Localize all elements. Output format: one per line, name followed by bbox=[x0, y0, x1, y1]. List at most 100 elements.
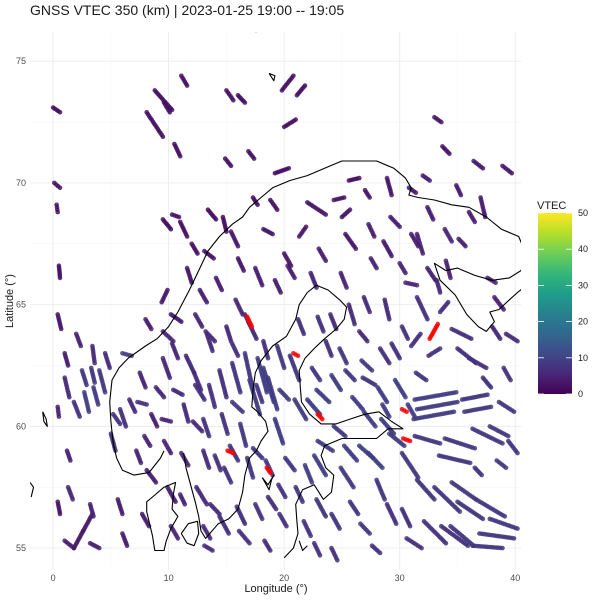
track-point bbox=[365, 338, 370, 344]
satellite-track bbox=[168, 523, 181, 541]
track-point bbox=[173, 499, 178, 505]
coastlines bbox=[30, 32, 521, 559]
colorbar-tick-label: 0 bbox=[578, 389, 583, 399]
satellite-track bbox=[277, 387, 292, 402]
track-point bbox=[372, 234, 377, 239]
track-point bbox=[288, 263, 294, 269]
satellite-track bbox=[238, 421, 249, 449]
y-axis-label: Latitude (°) bbox=[4, 274, 16, 328]
track-point bbox=[207, 536, 213, 541]
track-point bbox=[143, 385, 148, 390]
satellite-track bbox=[194, 484, 210, 507]
satellite-track bbox=[201, 448, 212, 471]
track-point bbox=[231, 450, 236, 456]
track-point bbox=[369, 368, 375, 373]
track-point bbox=[397, 224, 403, 230]
satellite-track bbox=[305, 200, 329, 217]
satellite-track bbox=[88, 365, 97, 385]
satellite-track bbox=[494, 458, 509, 471]
satellite-track bbox=[437, 299, 451, 315]
satellite-track bbox=[181, 402, 191, 424]
satellite-track bbox=[489, 324, 503, 342]
track-point bbox=[321, 329, 326, 334]
satellite-track bbox=[261, 338, 271, 361]
track-point bbox=[123, 424, 129, 429]
track-point bbox=[479, 472, 485, 478]
satellite-track bbox=[276, 482, 288, 500]
track-point bbox=[235, 243, 241, 249]
track-point bbox=[309, 480, 315, 485]
satellite-track bbox=[90, 343, 97, 366]
satellite-track bbox=[357, 329, 370, 344]
satellite-track bbox=[143, 317, 154, 332]
track-point bbox=[451, 409, 457, 415]
satellite-track bbox=[296, 224, 309, 239]
satellite-track bbox=[144, 110, 166, 139]
satellite-track bbox=[314, 387, 332, 405]
track-point bbox=[354, 458, 360, 463]
track-point bbox=[455, 399, 460, 405]
satellite-track bbox=[343, 368, 357, 383]
satellite-track bbox=[160, 217, 174, 232]
satellite-track bbox=[448, 523, 476, 548]
track-point bbox=[97, 545, 102, 551]
satellite-track bbox=[91, 385, 101, 407]
track-point bbox=[78, 343, 84, 349]
track-point bbox=[274, 407, 280, 412]
colorbar-tick-label: 30 bbox=[578, 280, 588, 290]
satellite-track bbox=[466, 209, 478, 225]
track-point bbox=[186, 463, 191, 468]
coastline bbox=[298, 284, 404, 430]
track-point bbox=[457, 509, 463, 514]
satellite-track bbox=[228, 229, 241, 249]
coastline bbox=[109, 160, 521, 476]
track-point bbox=[77, 414, 82, 419]
satellite-track bbox=[449, 480, 479, 502]
track-point bbox=[117, 421, 123, 427]
satellite-track bbox=[177, 219, 190, 239]
minor-gridlines bbox=[30, 32, 521, 570]
track-point bbox=[175, 536, 181, 541]
satellite-track bbox=[149, 411, 160, 429]
track-point bbox=[329, 353, 334, 359]
coastline bbox=[261, 474, 275, 491]
track-point bbox=[154, 424, 160, 429]
track-point bbox=[344, 360, 349, 366]
track-point bbox=[326, 399, 332, 405]
satellite-track bbox=[159, 287, 170, 305]
satellite-track bbox=[466, 355, 489, 371]
satellite-track bbox=[381, 239, 394, 259]
track-point bbox=[404, 409, 409, 415]
satellite-track bbox=[254, 382, 265, 405]
track-point bbox=[323, 212, 329, 217]
track-point bbox=[292, 275, 297, 281]
satellite-track bbox=[73, 331, 84, 349]
satellite-track bbox=[427, 321, 441, 342]
track-point bbox=[171, 338, 176, 344]
track-point bbox=[515, 526, 520, 531]
track-point bbox=[485, 392, 490, 398]
colorbar-tick-label: 20 bbox=[578, 317, 588, 327]
satellite-track bbox=[329, 372, 344, 393]
satellite-track bbox=[301, 519, 314, 539]
track-point bbox=[91, 514, 96, 519]
track-point bbox=[132, 409, 138, 415]
satellite-track bbox=[274, 343, 287, 371]
track-point bbox=[445, 299, 451, 305]
satellite-track bbox=[442, 436, 478, 451]
satellite-track bbox=[420, 173, 433, 183]
track-point bbox=[295, 353, 301, 359]
satellite-track bbox=[338, 270, 349, 290]
satellite-track bbox=[272, 278, 284, 295]
track-point bbox=[160, 134, 166, 139]
satellite-track bbox=[261, 226, 275, 237]
satellite-track bbox=[272, 416, 286, 446]
satellite-track bbox=[477, 531, 517, 541]
x-axis-label: Longitude (°) bbox=[244, 583, 307, 595]
track-point bbox=[351, 484, 356, 490]
track-point bbox=[501, 307, 507, 312]
satellite-track bbox=[217, 368, 229, 400]
colorbar-tick-label: 40 bbox=[578, 244, 588, 254]
satellite-track bbox=[135, 399, 149, 407]
satellite-track bbox=[52, 180, 63, 191]
